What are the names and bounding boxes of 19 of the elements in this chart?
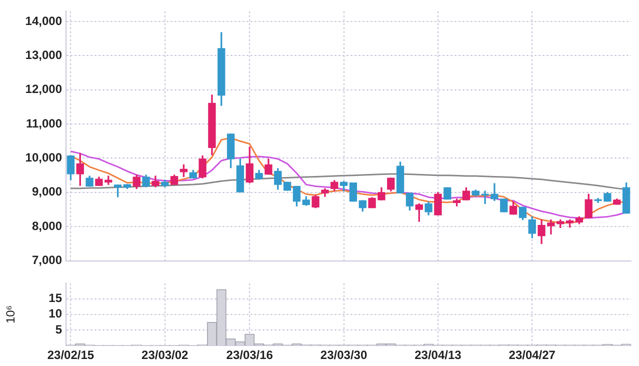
y-tick-label: 14,000 bbox=[25, 14, 62, 28]
x-tick-label: 23/02/15 bbox=[47, 348, 94, 362]
x-tick-label: 23/04/13 bbox=[414, 348, 462, 362]
y-tick-label: 12,000 bbox=[25, 82, 62, 96]
y-axis-title: 10⁶ bbox=[4, 305, 18, 324]
y-tick-label: 13,000 bbox=[25, 48, 62, 62]
y-tick-label: 7,000 bbox=[32, 253, 62, 268]
y-tick-label: 10 bbox=[48, 306, 62, 321]
x-tick-label: 23/03/16 bbox=[226, 348, 274, 362]
y-tick-label: 9,000 bbox=[32, 184, 62, 199]
x-tick-label: 23/03/30 bbox=[320, 348, 368, 362]
y-tick-label: 15 bbox=[48, 291, 62, 306]
x-tick-label: 23/04/27 bbox=[508, 348, 556, 362]
y-tick-label: 10,000 bbox=[25, 150, 62, 165]
y-tick-label: 8,000 bbox=[32, 218, 62, 233]
candlestick bbox=[349, 182, 358, 202]
y-tick-label: 11,000 bbox=[26, 116, 62, 130]
x-tick-label: 23/03/02 bbox=[142, 348, 189, 362]
y-tick-label: 5 bbox=[55, 322, 62, 336]
